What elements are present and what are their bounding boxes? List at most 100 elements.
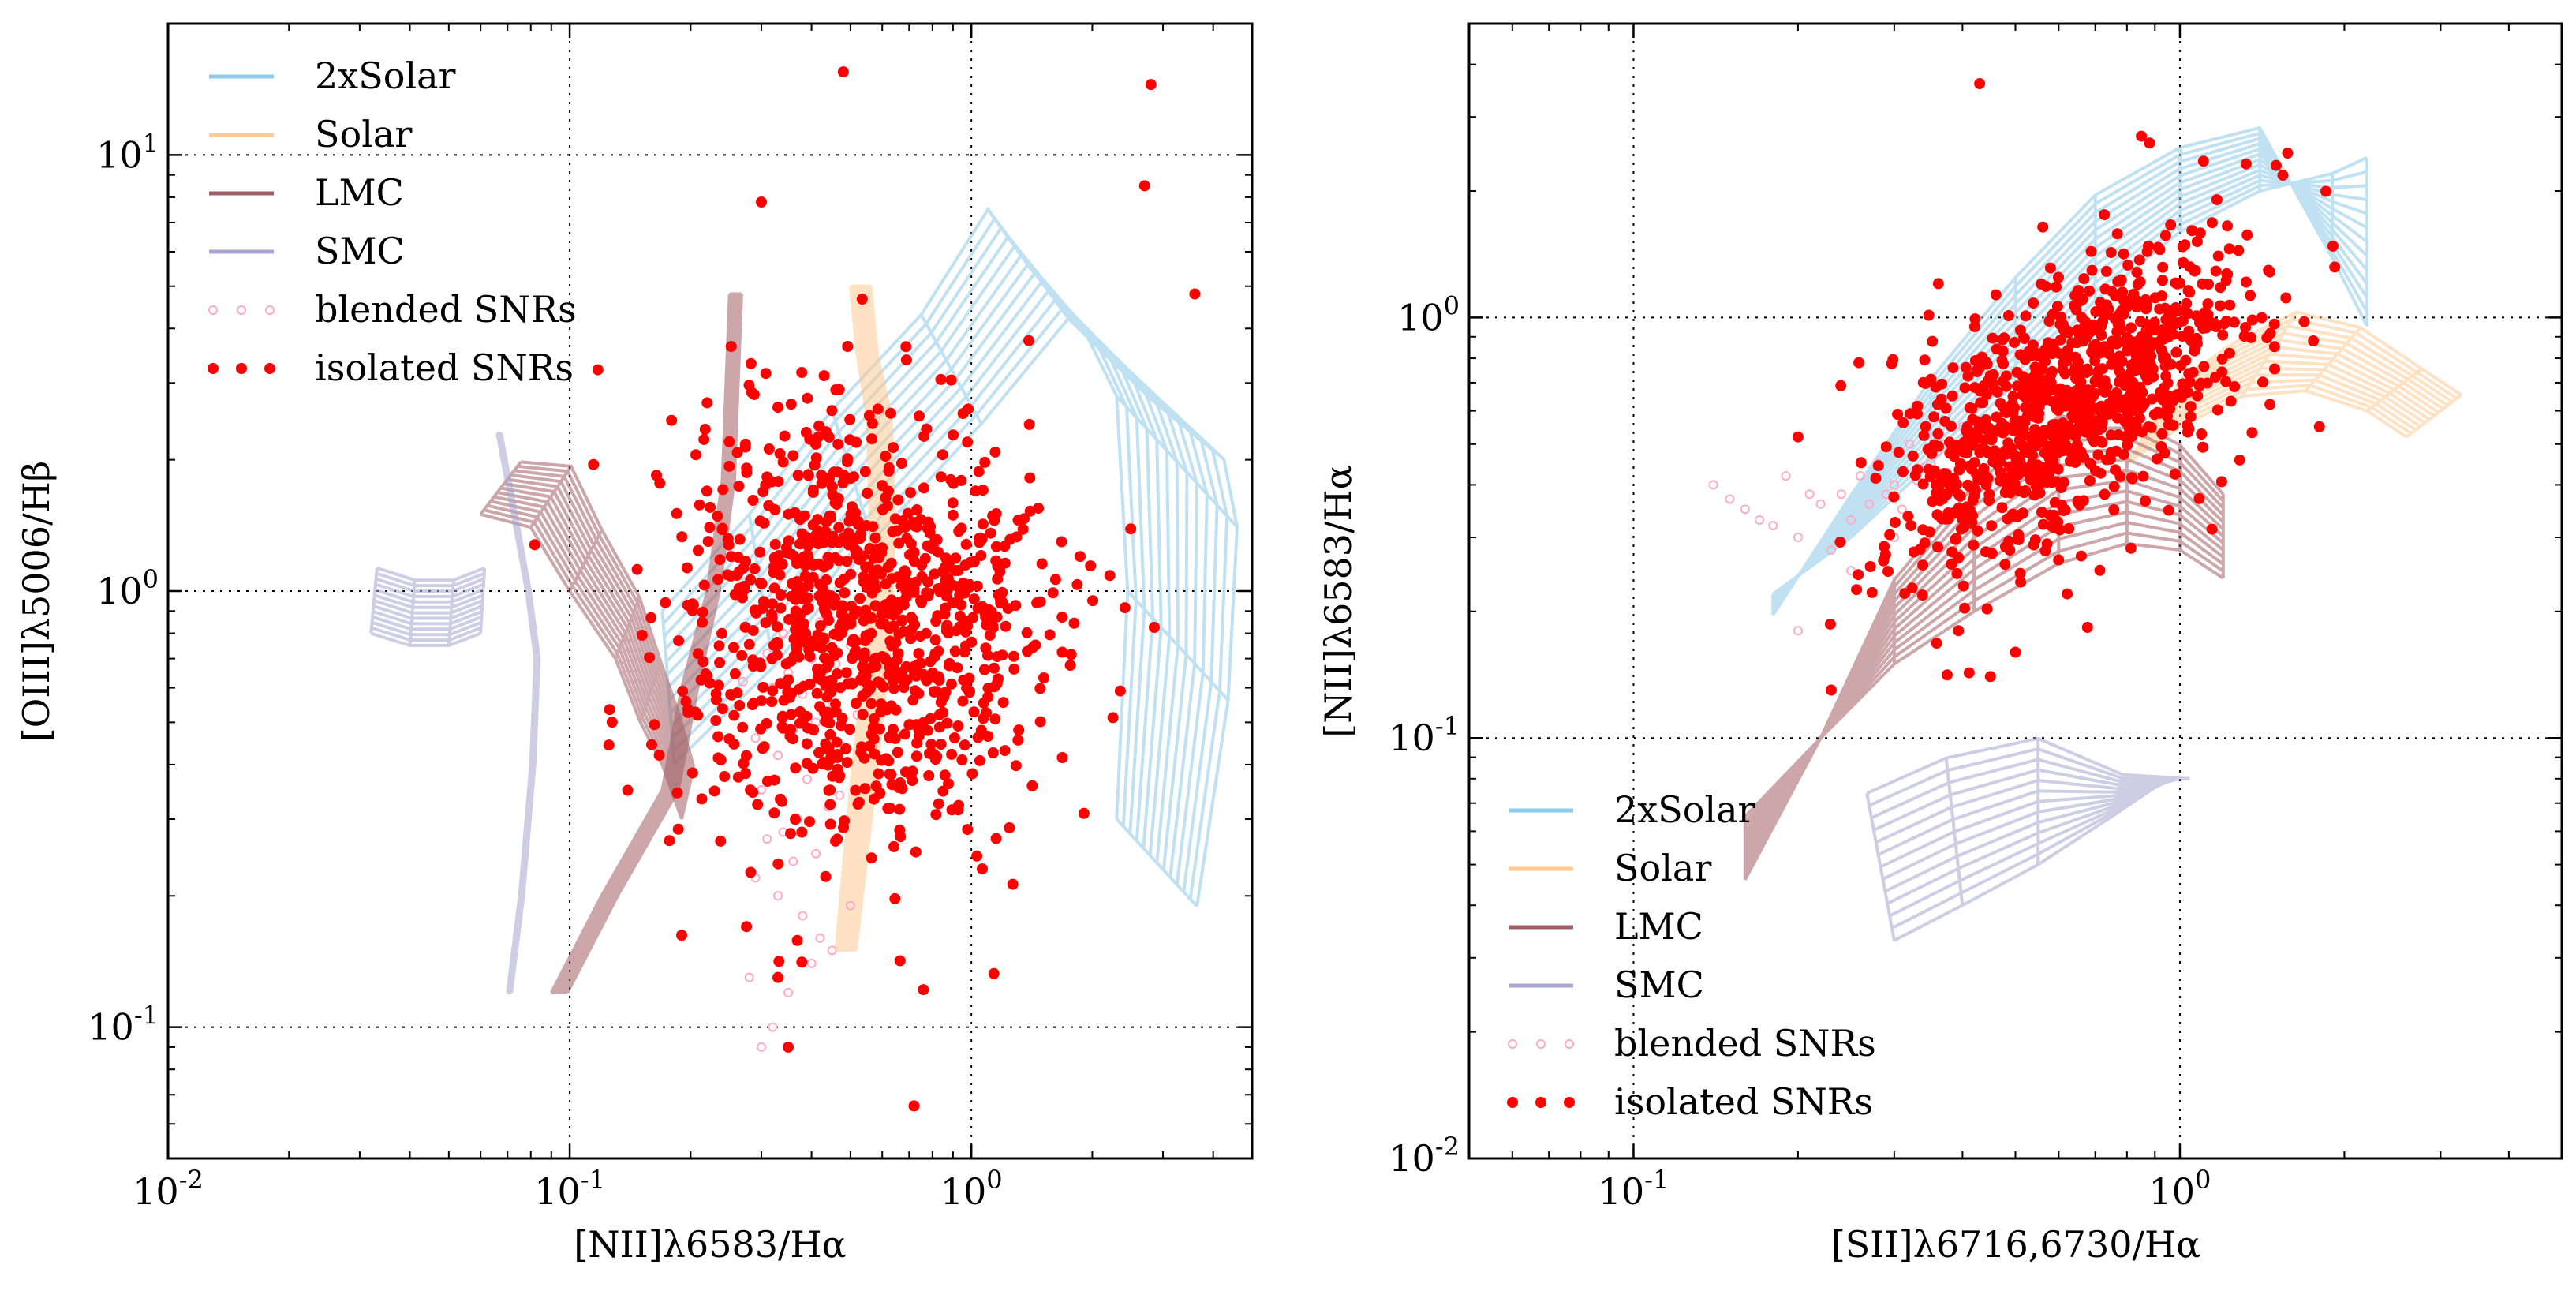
left-isolated-snr-point	[869, 600, 881, 612]
right-isolated-snr-point	[2084, 399, 2096, 411]
right-isolated-snr-point	[2106, 286, 2118, 297]
left-isolated-snr-point	[859, 466, 871, 477]
right-isolated-snr-point	[1980, 414, 1992, 425]
right-isolated-snr-point	[2128, 288, 2140, 300]
right-x-tick-exponent: -1	[1644, 1165, 1669, 1195]
left-isolated-snr-point	[948, 732, 960, 743]
left-isolated-snr-point	[1012, 515, 1024, 526]
left-isolated-snr-point	[971, 850, 983, 862]
left-isolated-snr-point	[926, 542, 937, 554]
left-isolated-snr-point	[911, 737, 923, 749]
left-isolated-snr-point	[844, 413, 856, 425]
right-y-tick-label: 10-1	[1389, 711, 1460, 759]
right-isolated-snr-point	[2122, 380, 2134, 392]
right-x-axis-label: [SII]λ6716,6730/Hα	[1831, 1223, 2200, 1266]
right-blended-snr-point	[1740, 504, 1750, 515]
left-isolated-snr-point	[885, 407, 896, 419]
right-isolated-snr-point	[1963, 667, 1975, 679]
right-blended-snr-point	[1846, 515, 1856, 525]
right-isolated-snr-point	[2040, 280, 2052, 292]
right-isolated-snr-point	[2092, 449, 2104, 461]
right-isolated-snr-point	[1870, 473, 1882, 484]
left-isolated-snr-point	[929, 568, 940, 580]
right-isolated-snr-point	[1893, 447, 1905, 458]
left-isolated-snr-point	[793, 683, 805, 695]
left-isolated-snr-point	[858, 647, 870, 659]
left-isolated-snr-point	[847, 653, 858, 664]
right-grid-solar-track	[2140, 373, 2421, 444]
right-isolated-snr-point	[2264, 266, 2275, 278]
left-isolated-snr-point	[766, 696, 778, 708]
left-isolated-snr-point	[682, 707, 694, 718]
left-isolated-snr-point	[745, 357, 757, 369]
left-isolated-snr-point	[788, 649, 800, 661]
left-isolated-snr-point	[1138, 180, 1150, 192]
right-isolated-snr-point	[2118, 449, 2129, 460]
right-isolated-snr-point	[1932, 278, 1944, 290]
left-isolated-snr-point	[804, 433, 816, 445]
right-isolated-snr-point	[2282, 148, 2294, 159]
left-isolated-snr-point	[1068, 617, 1080, 629]
left-isolated-snr-point	[894, 955, 906, 967]
left-isolated-snr-point	[725, 570, 737, 582]
left-isolated-snr-point	[962, 824, 974, 836]
right-isolated-snr-point	[1951, 567, 1963, 579]
right-isolated-snr-point	[2081, 390, 2092, 402]
left-isolated-snr-point	[874, 677, 886, 689]
left-isolated-snr-point	[920, 627, 932, 639]
left-isolated-snr-point	[712, 511, 723, 522]
left-isolated-snr-point	[963, 685, 975, 697]
left-isolated-snr-point	[876, 754, 888, 766]
right-isolated-snr-point	[2264, 399, 2276, 410]
right-isolated-snr-point	[2270, 159, 2282, 171]
left-isolated-snr-point	[1119, 602, 1131, 614]
right-isolated-snr-point	[2028, 297, 2039, 309]
right-x-tick-mantissa: 10	[1598, 1170, 1645, 1213]
right-isolated-snr-point	[1853, 569, 1864, 581]
left-isolated-snr-point	[946, 748, 958, 760]
left-isolated-snr-point	[938, 567, 950, 578]
right-isolated-snr-point	[2048, 459, 2060, 471]
right-isolated-snr-point	[2159, 361, 2171, 372]
left-grid-smc	[495, 432, 541, 994]
right-isolated-snr-point	[2073, 296, 2084, 308]
left-isolated-snr-point	[807, 571, 819, 583]
left-y-tick-label: 100	[96, 564, 159, 612]
left-isolated-snr-point	[767, 685, 779, 697]
right-isolated-snr-point	[1887, 354, 1899, 365]
left-isolated-snr-point	[1149, 622, 1160, 633]
left-isolated-snr-point	[728, 709, 740, 721]
right-isolated-snr-point	[2145, 421, 2157, 433]
right-isolated-snr-point	[1912, 408, 1923, 420]
left-isolated-snr-point	[999, 745, 1011, 757]
right-legend-label: isolated SNRs	[1614, 1080, 1873, 1123]
left-isolated-snr-point	[733, 566, 745, 578]
left-isolated-snr-point	[833, 522, 845, 533]
left-isolated-snr-point	[1056, 612, 1068, 623]
right-isolated-snr-point	[1946, 390, 1958, 402]
right-isolated-snr-point	[1892, 409, 1904, 420]
left-isolated-snr-point	[892, 494, 904, 506]
left-x-tick-exponent: 0	[986, 1165, 1002, 1195]
left-isolated-snr-point	[955, 599, 967, 611]
left-isolated-snr-point	[933, 646, 944, 657]
left-isolated-snr-point	[857, 709, 869, 720]
right-isolated-snr-point	[2122, 439, 2133, 451]
left-isolated-snr-point	[774, 448, 786, 459]
right-grid-lmc-track	[1744, 447, 2225, 865]
right-isolated-snr-point	[2238, 331, 2250, 342]
left-isolated-snr-point	[1085, 560, 1097, 572]
left-isolated-snr-point	[757, 681, 769, 693]
right-isolated-snr-point	[2074, 404, 2086, 416]
right-isolated-snr-point	[1956, 523, 1967, 535]
right-isolated-snr-point	[2027, 339, 2039, 351]
right-isolated-snr-point	[2125, 542, 2137, 554]
left-grid-2xsolar-rung	[1115, 395, 1239, 529]
right-isolated-snr-point	[1987, 332, 1998, 344]
left-isolated-snr-point	[1038, 672, 1049, 683]
right-isolated-snr-point	[2206, 217, 2218, 229]
right-isolated-snr-point	[1995, 466, 2006, 478]
right-legend-item: isolated SNRs	[1507, 1080, 1873, 1123]
right-isolated-snr-point	[2049, 496, 2061, 508]
right-isolated-snr-point	[2099, 488, 2111, 500]
